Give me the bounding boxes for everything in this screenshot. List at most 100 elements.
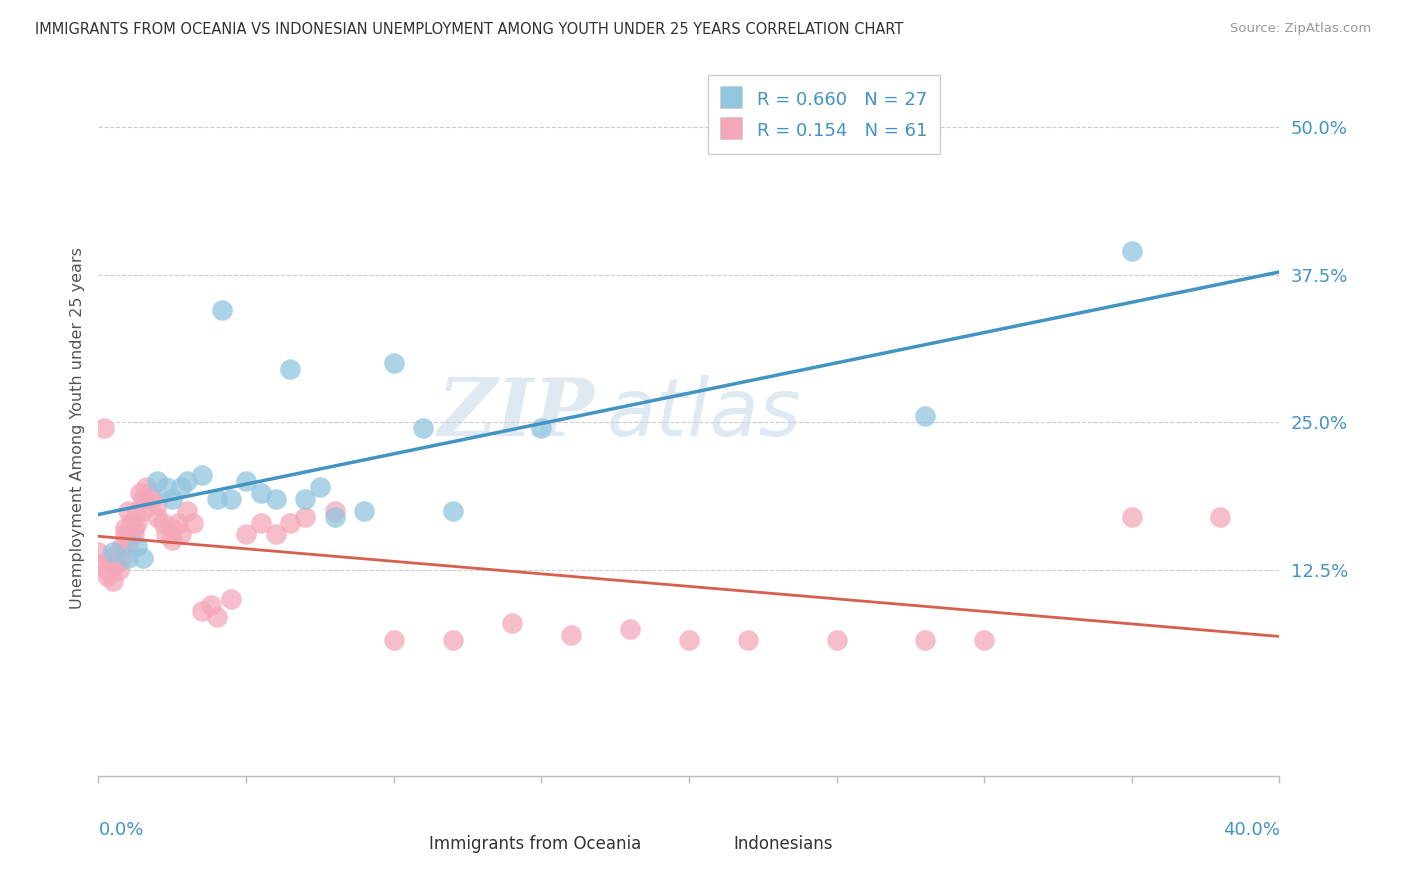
Text: 40.0%: 40.0% xyxy=(1223,822,1279,839)
Point xyxy=(128,486,150,500)
Point xyxy=(294,509,316,524)
Point xyxy=(132,550,155,565)
Point xyxy=(264,491,287,506)
Point xyxy=(132,491,155,506)
Point xyxy=(117,550,139,565)
Point xyxy=(170,527,193,541)
Point xyxy=(152,516,174,530)
Point xyxy=(176,474,198,488)
Point xyxy=(176,504,198,518)
Point xyxy=(108,563,131,577)
Point xyxy=(1209,509,1232,524)
Point xyxy=(191,604,214,618)
Point xyxy=(250,486,273,500)
Point xyxy=(98,550,121,565)
Point xyxy=(138,486,160,500)
Point xyxy=(155,527,177,541)
Point xyxy=(205,610,228,624)
Point xyxy=(323,504,346,518)
Point xyxy=(678,633,700,648)
Point xyxy=(103,557,125,571)
Point xyxy=(382,356,405,370)
Point xyxy=(105,557,128,571)
Text: Indonesians: Indonesians xyxy=(734,835,834,853)
Point xyxy=(162,491,183,506)
Point xyxy=(294,491,316,506)
Point xyxy=(501,615,523,630)
Point xyxy=(167,516,190,530)
Point xyxy=(111,539,134,553)
Point xyxy=(353,504,375,518)
Point xyxy=(280,362,302,376)
Text: IMMIGRANTS FROM OCEANIA VS INDONESIAN UNEMPLOYMENT AMONG YOUTH UNDER 25 YEARS CO: IMMIGRANTS FROM OCEANIA VS INDONESIAN UN… xyxy=(35,22,904,37)
Point xyxy=(146,509,169,524)
Text: atlas: atlas xyxy=(606,376,801,453)
Point xyxy=(914,409,936,424)
Point xyxy=(530,421,553,435)
Point xyxy=(200,598,222,612)
Point xyxy=(96,568,118,582)
Point xyxy=(155,480,177,494)
Point xyxy=(1121,509,1143,524)
Point xyxy=(441,633,464,648)
Point xyxy=(117,504,139,518)
Point xyxy=(914,633,936,648)
Point xyxy=(122,527,145,541)
Point xyxy=(93,421,115,435)
Point xyxy=(103,545,125,559)
Y-axis label: Unemployment Among Youth under 25 years: Unemployment Among Youth under 25 years xyxy=(69,247,84,609)
Point xyxy=(114,527,136,541)
Point xyxy=(191,468,214,483)
Point xyxy=(211,303,233,318)
Point xyxy=(111,550,134,565)
Text: 0.0%: 0.0% xyxy=(98,822,143,839)
Point xyxy=(141,491,163,506)
Point xyxy=(221,491,243,506)
Point xyxy=(117,527,139,541)
Point xyxy=(737,633,759,648)
Point xyxy=(125,539,148,553)
Point xyxy=(441,504,464,518)
Point xyxy=(560,627,582,641)
Legend: R = 0.660   N = 27, R = 0.154   N = 61: R = 0.660 N = 27, R = 0.154 N = 61 xyxy=(709,76,939,153)
Point xyxy=(221,592,243,607)
Point xyxy=(235,474,257,488)
Point xyxy=(382,633,405,648)
Point xyxy=(412,421,434,435)
Point xyxy=(162,521,183,535)
Point xyxy=(117,539,139,553)
Point xyxy=(162,533,183,548)
Point xyxy=(122,521,145,535)
FancyBboxPatch shape xyxy=(418,828,464,849)
Point xyxy=(108,545,131,559)
FancyBboxPatch shape xyxy=(678,828,724,849)
Text: ZIP: ZIP xyxy=(437,376,595,453)
Point xyxy=(96,563,118,577)
Point xyxy=(87,557,110,571)
Point xyxy=(132,504,155,518)
Point xyxy=(146,498,169,512)
Point xyxy=(87,545,110,559)
Point xyxy=(170,480,193,494)
Point xyxy=(135,480,157,494)
Point xyxy=(120,516,142,530)
Point xyxy=(1121,244,1143,259)
Point xyxy=(309,480,332,494)
Text: Source: ZipAtlas.com: Source: ZipAtlas.com xyxy=(1230,22,1371,36)
Point xyxy=(125,516,148,530)
Point xyxy=(125,504,148,518)
Point xyxy=(825,633,848,648)
Point xyxy=(205,491,228,506)
Point xyxy=(973,633,995,648)
Point xyxy=(264,527,287,541)
Point xyxy=(619,622,641,636)
Point xyxy=(103,574,125,589)
Point xyxy=(280,516,302,530)
Point xyxy=(114,521,136,535)
Point xyxy=(323,509,346,524)
Point xyxy=(146,474,169,488)
Point xyxy=(235,527,257,541)
Point xyxy=(181,516,204,530)
Point xyxy=(250,516,273,530)
Text: Immigrants from Oceania: Immigrants from Oceania xyxy=(429,835,641,853)
